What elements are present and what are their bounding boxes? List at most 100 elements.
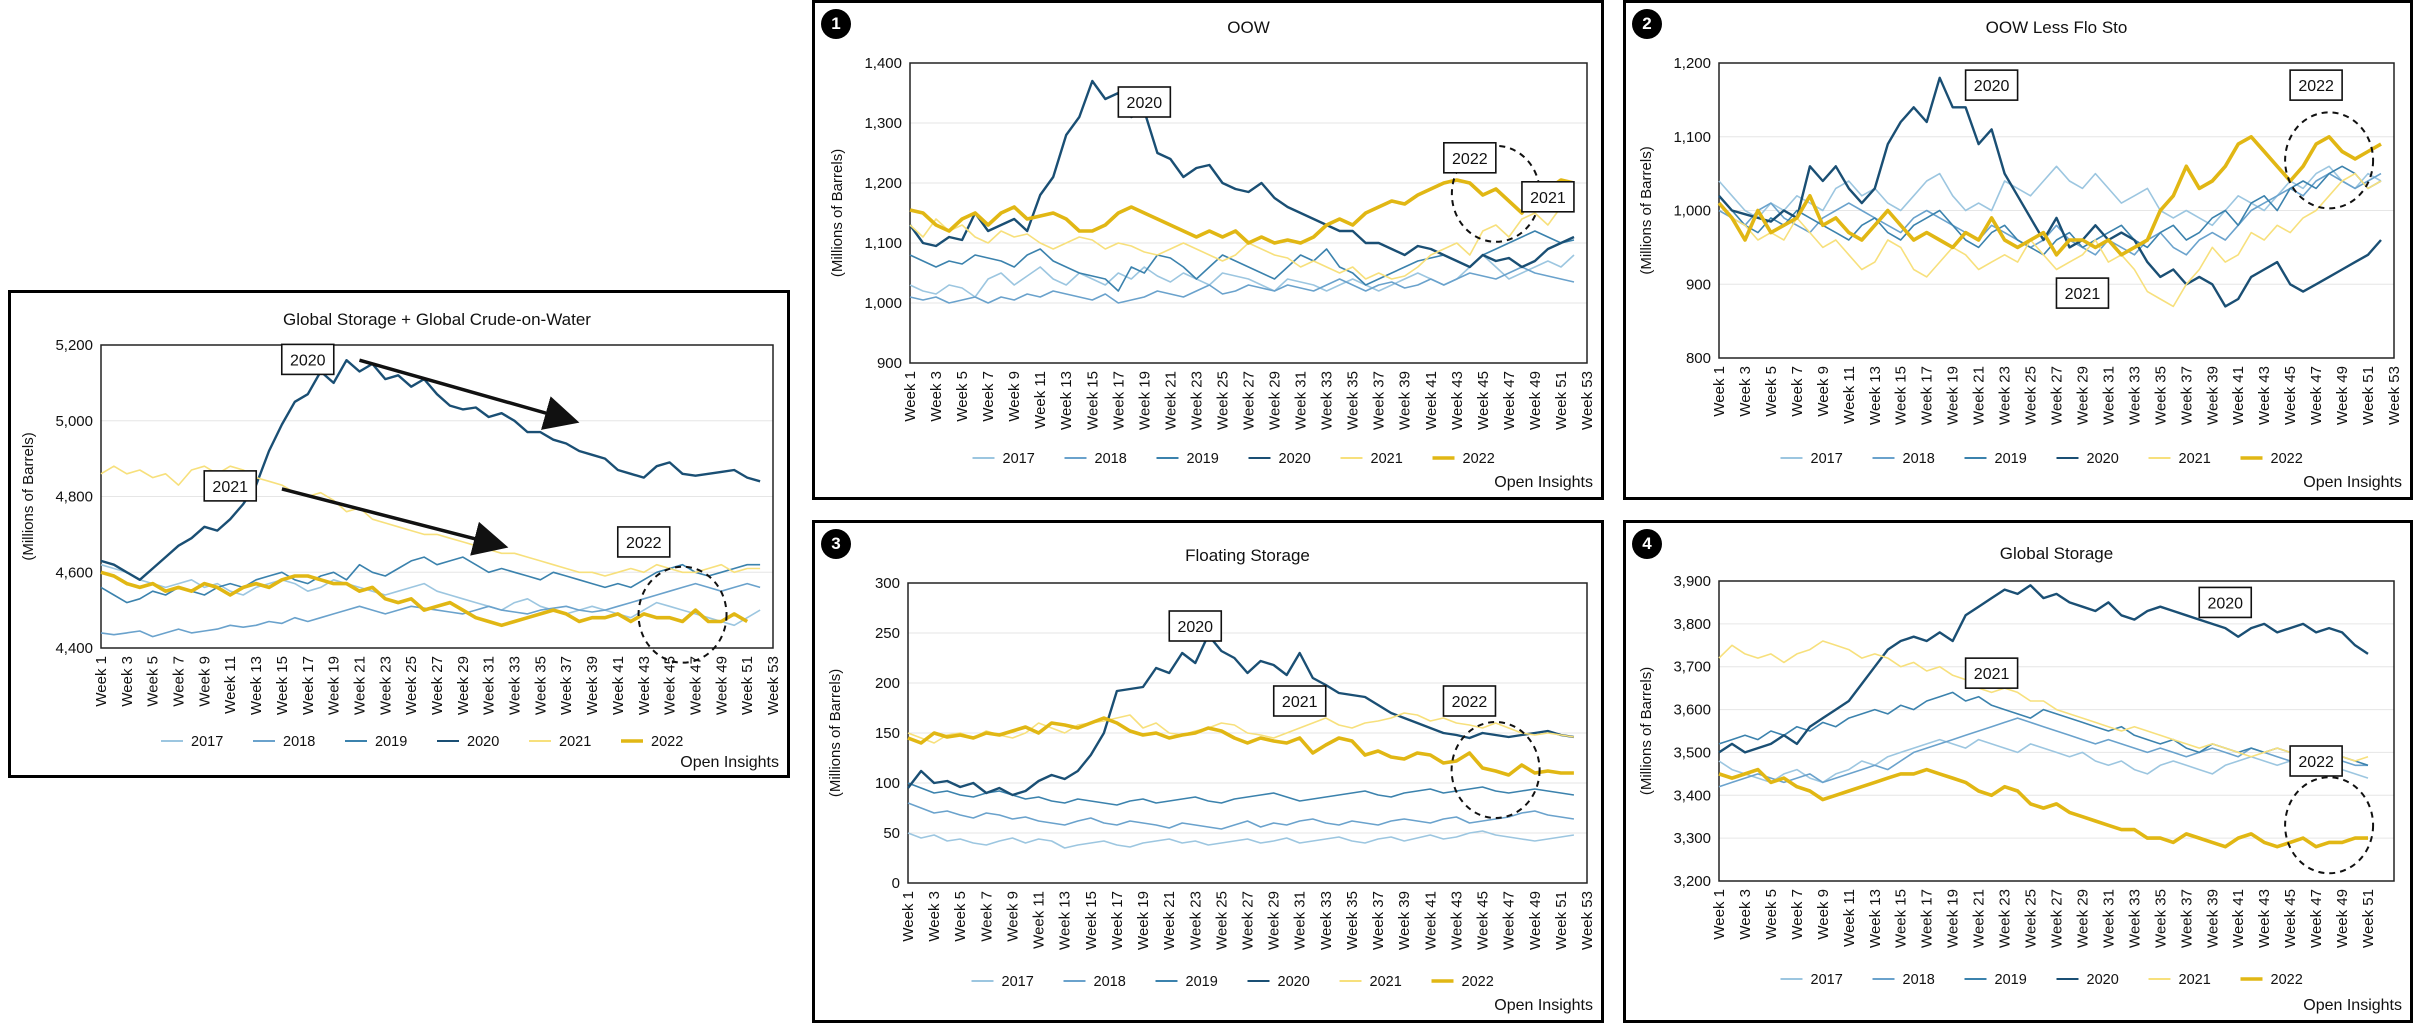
- source-label: Open Insights: [2303, 474, 2402, 491]
- legend-label-2020: 2020: [467, 734, 499, 750]
- x-tick-label: Week 3: [1737, 366, 1754, 417]
- panel-oow-less-flo-sto: 2 OOW Less Flo Sto 800 900 1,000 1,100 1,200 (…: [1623, 0, 2413, 500]
- legend-label-2019: 2019: [375, 734, 407, 750]
- series-line-2020: [1718, 584, 2369, 754]
- x-tick-label: Week 11: [1032, 371, 1049, 429]
- x-tick-label: Week 49: [1527, 891, 1544, 950]
- chart-global: Global Storage + Global Crude-on-Water 4,…: [20, 310, 782, 771]
- x-tick-label: Week 37: [558, 656, 575, 715]
- x-tick-label: Week 49: [713, 656, 730, 715]
- annotation-label-2020: 2020: [1127, 95, 1163, 112]
- x-tick-label: Week 27: [2049, 889, 2066, 948]
- x-tick-label: Week 31: [2100, 889, 2117, 948]
- x-tick-label: Week 39: [2204, 366, 2221, 425]
- y-tick-label: 3,600: [1673, 702, 1711, 719]
- annotation-box: [1442, 685, 1497, 717]
- chart-floating-storage: Floating Storage 0 50 100 150 200 250 300 (Milli…: [827, 546, 1596, 1014]
- x-tick-label: Week 9: [1815, 366, 1832, 417]
- x-tick-label: Week 51: [2360, 366, 2377, 425]
- arrow-2020: [358, 358, 580, 430]
- y-tick-label: 4,600: [55, 564, 93, 581]
- x-tick-label: Week 35: [532, 656, 549, 715]
- x-tick-label: Week 21: [1971, 366, 1988, 425]
- x-tick-label: Week 17: [300, 656, 317, 715]
- x-tick-label: Week 29: [1266, 891, 1283, 950]
- x-tick-label: Week 31: [1293, 371, 1310, 430]
- series-line-2020: [100, 358, 761, 581]
- annotation-label-2021: 2021: [212, 479, 248, 496]
- x-tick-label: Week 19: [1945, 889, 1962, 948]
- legend-label-2017: 2017: [1003, 451, 1035, 467]
- x-tick-label: Week 19: [1135, 891, 1152, 950]
- x-tick-label: Week 39: [2204, 889, 2221, 948]
- x-tick-label: Week 43: [1449, 371, 1466, 430]
- x-tick-label: Week 53: [765, 656, 782, 715]
- legend-label-2022: 2022: [651, 734, 683, 750]
- y-tick-label: 4,400: [55, 640, 93, 657]
- x-tick-label: Week 19: [1136, 371, 1153, 430]
- chart-oow-less-flo-sto: OOW Less Flo Sto 800 900 1,000 1,100 1,200 (Mi…: [1638, 18, 2403, 491]
- x-tick-label: Week 15: [274, 656, 291, 715]
- x-tick-label: Week 39: [1397, 371, 1414, 430]
- y-tick-label: 900: [1686, 276, 1711, 293]
- annotation-box: [1964, 657, 2019, 689]
- series-line-2018: [909, 266, 1575, 304]
- x-tick-label: Week 53: [2386, 366, 2403, 425]
- panel-floating-storage: 3 Floating Storage 0 50 100 150 200 250 300 (Mil…: [812, 520, 1604, 1023]
- annotation-label-2022: 2022: [1452, 694, 1488, 711]
- x-tick-label: Week 37: [2178, 366, 2195, 425]
- x-tick-label: Week 33: [1318, 891, 1335, 950]
- annotation-label-2020: 2020: [2207, 595, 2243, 612]
- chart-title: Global Storage + Global Crude-on-Water: [283, 310, 591, 329]
- annotation-box: [2198, 586, 2253, 619]
- legend-label-2021: 2021: [1370, 974, 1402, 990]
- x-tick-label: Week 43: [2256, 366, 2273, 425]
- legend-label-2022: 2022: [1463, 451, 1495, 467]
- chart-global-storage: Global Storage 3,200 3,300 3,400 3,500 3,600 3…: [1638, 544, 2402, 1014]
- legend-label-2020: 2020: [1278, 974, 1310, 990]
- x-tick-label: Week 33: [2126, 889, 2143, 948]
- x-tick-label: Week 23: [377, 656, 394, 715]
- x-tick-label: Week 49: [1527, 371, 1544, 430]
- chart-title: Floating Storage: [1185, 546, 1310, 565]
- x-tick-label: Week 15: [1084, 371, 1101, 430]
- annotation-box: [1168, 610, 1223, 642]
- panel-oow: 1 OOW 900 1,000 1,100 1,200 1,300 1,400 (Millio…: [812, 0, 1604, 500]
- x-tick-label: Week 11: [1841, 889, 1858, 947]
- x-tick-label: Week 45: [1475, 371, 1492, 430]
- legend-label-2019: 2019: [1187, 451, 1219, 467]
- chart-oow: OOW 900 1,000 1,100 1,200 1,300 1,400 (Millions…: [829, 18, 1596, 491]
- x-tick-label: Week 23: [1997, 889, 2014, 948]
- x-tick-label: Week 7: [978, 891, 995, 942]
- series-line-2018: [907, 802, 1575, 830]
- y-tick-label: 1,000: [1673, 203, 1711, 220]
- x-tick-label: Week 39: [584, 656, 601, 715]
- annotation-label-2020: 2020: [290, 352, 326, 369]
- x-tick-label: Week 15: [1893, 889, 1910, 948]
- series-line-2019: [907, 782, 1575, 806]
- y-tick-label: 3,700: [1673, 659, 1711, 676]
- legend-label-2020: 2020: [2087, 972, 2119, 988]
- plot-area-frame: [1718, 580, 2395, 882]
- x-tick-label: Week 9: [1004, 891, 1021, 942]
- y-axis-label: (Millions of Barrels): [827, 669, 844, 797]
- x-tick-label: Week 7: [980, 371, 997, 422]
- annotation-label-2020: 2020: [1177, 619, 1213, 636]
- legend-label-2022: 2022: [2271, 451, 2303, 467]
- x-tick-label: Week 45: [662, 656, 679, 715]
- legend-label-2018: 2018: [1903, 972, 1935, 988]
- x-tick-label: Week 29: [2074, 366, 2091, 425]
- series-line-2022: [1717, 135, 2382, 257]
- series-line-2018: [100, 582, 761, 638]
- legend-label-2020: 2020: [1279, 451, 1311, 467]
- badge-4: 4: [1632, 529, 1662, 559]
- chart-title: OOW: [1227, 18, 1270, 37]
- x-tick-label: Week 43: [1448, 891, 1465, 950]
- annotation-box: [1521, 181, 1575, 213]
- x-tick-label: Week 11: [1031, 891, 1048, 949]
- highlight-circle: [2284, 776, 2375, 875]
- series-line-2018: [1718, 172, 2382, 256]
- series-line-2021: [907, 712, 1575, 744]
- annotation-box: [616, 526, 671, 558]
- legend-label-2018: 2018: [1903, 451, 1935, 467]
